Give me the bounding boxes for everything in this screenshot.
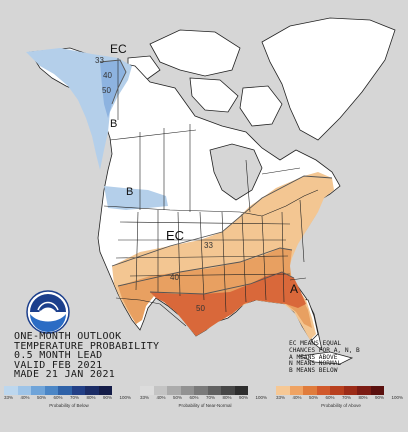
legend-swatch-above-7 <box>370 386 384 395</box>
legend-swatch-below-3 <box>44 386 58 395</box>
legend-swatch-above-5 <box>343 386 357 395</box>
legend-swatch-above-4 <box>330 386 344 395</box>
legend-above: 33% 40% 50% 60% 70% 80% 90% 100% Probability of… <box>276 382 406 412</box>
key-above: A MEANS ABOVE <box>289 353 338 361</box>
contour-label: 50 <box>102 86 111 95</box>
probability-legend: 33% 40% 50% 60% 70% 80% 90% 100% Probability of… <box>4 382 406 412</box>
noaa-logo-text: NOAA <box>39 311 57 317</box>
above-dark <box>150 272 306 336</box>
legend-below-caption: Probability of Below <box>49 403 89 408</box>
legend-tick-below-1: 40% <box>20 395 30 400</box>
b-label-northwest: B <box>126 186 134 198</box>
legend-tick-above-6: 90% <box>375 395 385 400</box>
outlook-title: ONE-MONTH OUTLOOK <box>14 331 122 342</box>
contour-label: 33 <box>95 56 104 65</box>
key-ec-detail: CHANCES FOR A, N, B <box>289 346 360 354</box>
legend-swatch-normal-1 <box>153 386 167 395</box>
legend-tick-normal-6: 90% <box>239 395 249 400</box>
legend-swatch-below-6 <box>85 386 99 395</box>
outlook-made: MADE 21 JAN 2021 <box>14 369 116 380</box>
legend-tick-normal-0: 33% <box>140 395 150 400</box>
b-label-alaska: B <box>110 118 118 130</box>
outlook-map: 33 40 50 33 40 50 <box>26 17 396 365</box>
legend-tick-normal-1: 40% <box>156 395 166 400</box>
below-northwest <box>104 186 168 210</box>
contour-label: 50 <box>196 304 205 313</box>
key-normal: N MEANS NORMAL <box>289 360 342 368</box>
legend-swatch-above-1 <box>289 386 303 395</box>
legend-normal: 33% 40% 50% 60% 70% 80% 90% 100% Probability of… <box>140 382 270 412</box>
legend-tick-above-2: 50% <box>309 395 319 400</box>
legend-tick-above-5: 80% <box>358 395 368 400</box>
legend-tick-above-1: 40% <box>292 395 302 400</box>
contour-label: 40 <box>170 273 179 282</box>
legend-swatch-above-2 <box>303 386 317 395</box>
contour-value-labels: 33 40 50 33 40 50 <box>95 56 213 313</box>
arctic-islands <box>149 29 241 77</box>
legend-tick-above-4: 70% <box>342 395 352 400</box>
legend-swatch-normal-6 <box>221 386 235 395</box>
outlook-valid: VALID FEB 2021 <box>14 359 103 371</box>
legend-swatch-normal-3 <box>180 386 194 395</box>
legend-tick-normal-4: 70% <box>206 395 216 400</box>
outlook-description: ONE-MONTH OUTLOOK TEMPERATURE PROBABILIT… <box>14 332 159 380</box>
legend-tick-normal-5: 80% <box>222 395 232 400</box>
legend-swatch-below-5 <box>71 386 85 395</box>
legend-swatch-normal-0 <box>140 386 154 395</box>
noaa-logo: NOAA <box>26 290 70 334</box>
legend-swatch-above-6 <box>357 386 371 395</box>
legend-swatch-above-3 <box>316 386 330 395</box>
below-alaska-mid <box>100 60 126 118</box>
legend-normal-caption: Probability of Near-Normal <box>178 403 232 408</box>
legend-swatch-normal-5 <box>207 386 221 395</box>
legend-swatch-below-2 <box>31 386 45 395</box>
ec-label-central: EC <box>166 228 185 243</box>
legend-swatch-normal-4 <box>194 386 208 395</box>
legend-tick-normal-3: 60% <box>189 395 199 400</box>
category-key: EC MEANS EQUAL CHANCES FOR A, N, B A MEA… <box>289 340 360 375</box>
outlook-variable: TEMPERATURE PROBABILITY <box>14 340 160 352</box>
legend-tick-below-7: 100% <box>119 395 132 400</box>
legend-below: 33% 40% 50% 60% 70% 80% 90% 100% Probability of… <box>4 382 134 412</box>
legend-tick-normal-2: 50% <box>173 395 183 400</box>
probability-contours <box>99 59 333 295</box>
greenland <box>261 17 396 141</box>
ec-label-alaska: EC <box>110 42 127 56</box>
contour-label: 33 <box>204 241 213 250</box>
a-label-southeast: A <box>290 282 299 296</box>
legend-tick-above-0: 33% <box>276 395 286 400</box>
legend-swatch-below-7 <box>98 386 112 395</box>
key-below: B MEANS BELOW <box>289 367 338 375</box>
legend-tick-below-6: 90% <box>103 395 113 400</box>
legend-swatch-below-0 <box>4 386 18 395</box>
legend-above-caption: Probability of Above <box>321 403 361 408</box>
hudson-bay <box>209 143 263 201</box>
cuba <box>298 351 354 365</box>
legend-swatch-below-1 <box>17 386 31 395</box>
contour-label: 40 <box>103 71 112 80</box>
legend-tick-below-5: 80% <box>86 395 96 400</box>
legend-swatch-normal-7 <box>234 386 248 395</box>
legend-tick-below-2: 50% <box>37 395 47 400</box>
below-normal-areas <box>26 48 168 210</box>
legend-tick-below-4: 70% <box>70 395 80 400</box>
legend-tick-above-7: 100% <box>391 395 404 400</box>
legend-swatch-normal-2 <box>167 386 181 395</box>
legend-swatch-below-4 <box>58 386 72 395</box>
legend-swatch-above-0 <box>276 386 290 395</box>
legend-tick-above-3: 60% <box>325 395 335 400</box>
legend-tick-below-0: 33% <box>4 395 14 400</box>
key-ec: EC MEANS EQUAL <box>289 340 342 347</box>
legend-tick-below-3: 60% <box>53 395 63 400</box>
legend-tick-normal-7: 100% <box>255 395 268 400</box>
outlook-lead: 0.5 MONTH LEAD <box>14 350 103 361</box>
